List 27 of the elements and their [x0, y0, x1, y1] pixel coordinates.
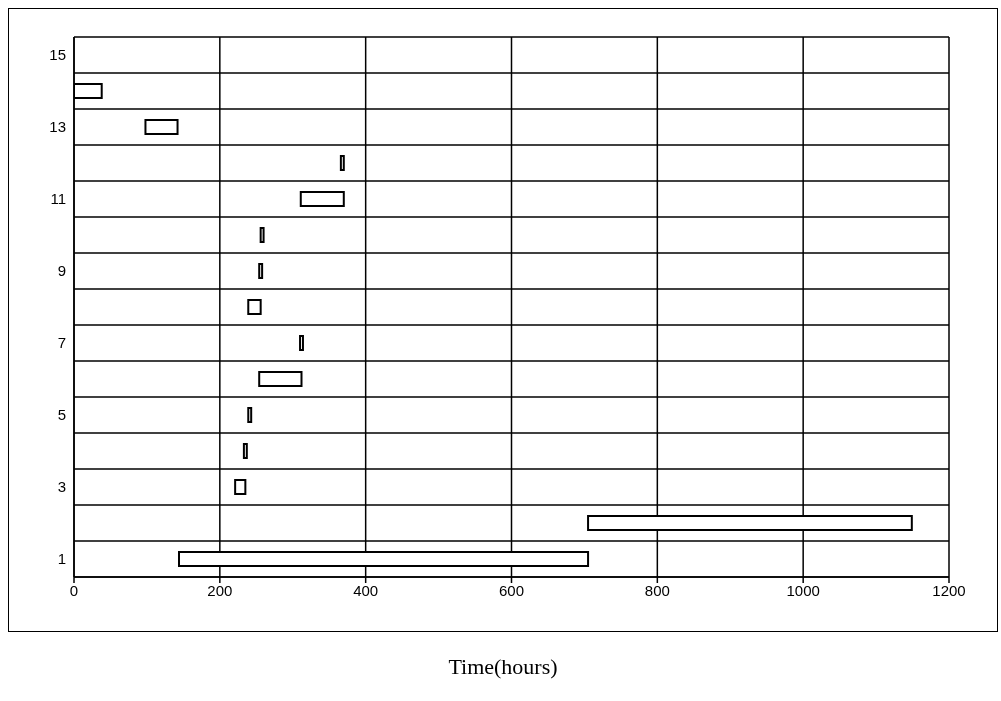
- bar: [242, 443, 248, 459]
- bar: [299, 191, 345, 207]
- x-tick-label: 400: [353, 581, 379, 599]
- y-tick-label: 13: [49, 118, 66, 136]
- bar: [339, 155, 345, 171]
- bar: [258, 371, 303, 387]
- bar: [247, 407, 253, 423]
- bar: [299, 335, 304, 351]
- bar: [259, 227, 265, 243]
- x-tick-label: 600: [498, 581, 525, 599]
- y-tick-label: 9: [57, 262, 66, 280]
- bar: [258, 263, 264, 279]
- y-tick-label: 5: [57, 406, 66, 424]
- y-tick-label: 7: [57, 334, 66, 352]
- y-tick-label: 1: [57, 550, 66, 568]
- y-tick-label: 11: [50, 190, 66, 208]
- x-tick-label: 0: [69, 581, 79, 599]
- x-tick-label: 200: [207, 581, 233, 599]
- x-tick-label: 1000: [786, 581, 820, 599]
- x-tick-label: 800: [644, 581, 670, 599]
- bar: [144, 119, 179, 135]
- y-tick-label: 15: [49, 46, 66, 64]
- x-axis-title: Time(hours): [447, 654, 559, 680]
- y-tick-label: 3: [57, 478, 66, 496]
- bar: [234, 479, 247, 495]
- x-tick-label: 1200: [932, 581, 966, 599]
- bar: [247, 299, 262, 315]
